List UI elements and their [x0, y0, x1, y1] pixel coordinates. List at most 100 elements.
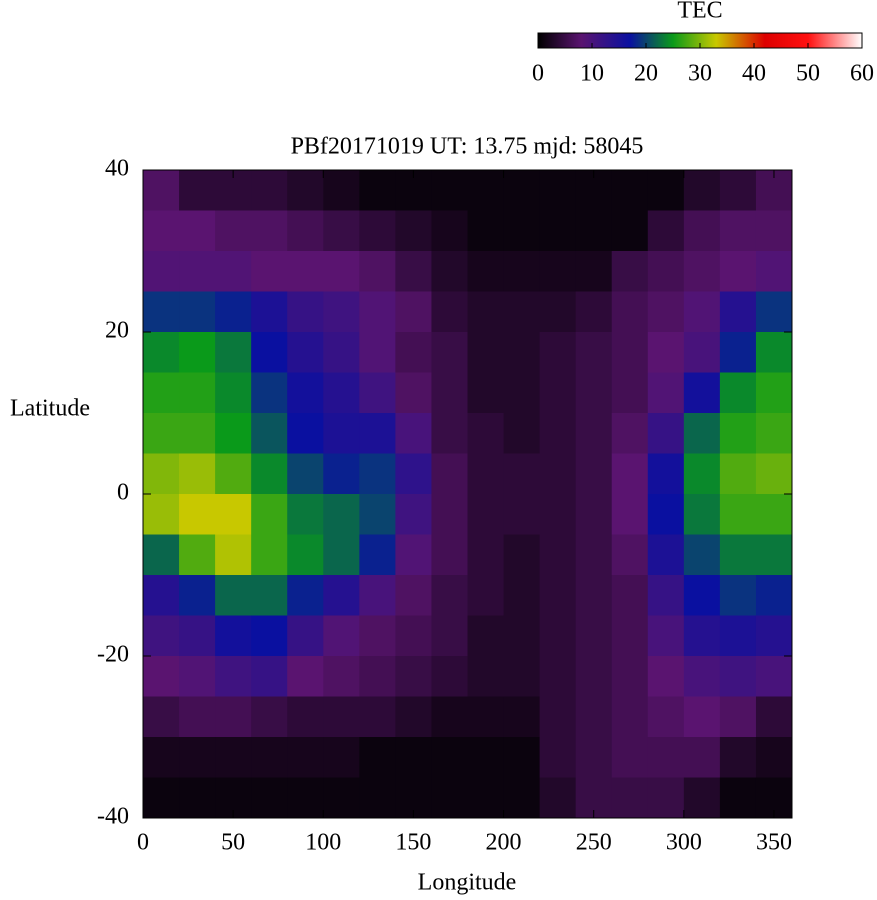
heat-cell: [143, 170, 180, 211]
heat-cell: [539, 210, 577, 252]
heat-cell: [143, 453, 180, 495]
heat-cell: [539, 413, 577, 454]
heat-cell: [287, 453, 324, 495]
x-tick-label: 250: [576, 830, 612, 856]
heat-cell: [179, 210, 216, 252]
heat-cell: [647, 534, 685, 576]
heat-cell: [611, 575, 649, 616]
heat-cell: [323, 170, 360, 211]
heat-cell: [251, 615, 288, 657]
heat-cell: [179, 696, 216, 738]
y-tick-label: -20: [97, 642, 129, 668]
y-tick-label: -40: [97, 804, 129, 830]
heat-cell: [611, 615, 649, 657]
heat-cell: [359, 372, 396, 414]
heat-cell: [179, 372, 216, 414]
heat-cell: [251, 777, 288, 819]
heat-cell: [431, 413, 468, 454]
heat-cell: [539, 372, 577, 414]
heat-cell: [719, 413, 757, 454]
heat-cell: [143, 737, 180, 778]
heat-cell: [575, 372, 613, 414]
heat-cell: [503, 534, 541, 576]
heat-cell: [467, 332, 505, 373]
heat-cell: [323, 372, 360, 414]
heat-cell: [215, 453, 252, 495]
heat-cell: [719, 777, 757, 819]
heat-cell: [647, 737, 685, 778]
heat-cell: [143, 656, 180, 697]
heat-cell: [323, 413, 360, 454]
heat-cell: [575, 210, 613, 252]
heat-cell: [323, 777, 360, 819]
heat-cell: [539, 575, 577, 616]
heat-cell: [323, 534, 360, 576]
heat-cell: [503, 737, 541, 778]
heat-cell: [755, 453, 793, 495]
heat-cell: [467, 291, 505, 333]
heat-cell: [719, 291, 757, 333]
heat-cell: [647, 615, 685, 657]
heat-cell: [251, 332, 288, 373]
heat-cell: [647, 291, 685, 333]
heat-cell: [215, 575, 252, 616]
heat-cell: [647, 575, 685, 616]
heat-cell: [215, 737, 252, 778]
heat-cell: [611, 534, 649, 576]
x-axis-label: Longitude: [418, 870, 517, 896]
heat-cell: [611, 777, 649, 819]
heat-cell: [539, 291, 577, 333]
heat-cell: [467, 251, 505, 292]
heat-cell: [755, 615, 793, 657]
heat-cell: [143, 494, 180, 535]
heat-cell: [179, 291, 216, 333]
heat-cell: [503, 453, 541, 495]
heat-cell: [323, 291, 360, 333]
heat-cell: [215, 534, 252, 576]
heat-cell: [683, 656, 721, 697]
heat-cell: [179, 251, 216, 292]
heat-cell: [251, 737, 288, 778]
heat-cell: [359, 210, 396, 252]
heat-cell: [575, 534, 613, 576]
heat-cell: [467, 737, 505, 778]
heat-cell: [143, 413, 180, 454]
heat-cell: [755, 372, 793, 414]
heat-cell: [287, 575, 324, 616]
colorbar-tick-label: 0: [532, 61, 544, 87]
heat-cell: [179, 453, 216, 495]
heat-cell: [719, 453, 757, 495]
heat-cell: [611, 210, 649, 252]
heat-cell: [287, 332, 324, 373]
x-tick-label: 0: [137, 830, 149, 856]
heat-cell: [611, 453, 649, 495]
heat-cell: [179, 494, 216, 535]
heat-cell: [431, 777, 468, 819]
heat-cell: [647, 777, 685, 819]
x-tick-label: 300: [666, 830, 702, 856]
heat-cell: [683, 777, 721, 819]
heat-cell: [287, 494, 324, 535]
heat-cell: [683, 372, 721, 414]
heat-cell: [359, 453, 396, 495]
heat-cell: [431, 696, 468, 738]
heat-cell: [611, 372, 649, 414]
heat-cell: [287, 210, 324, 252]
heat-cell: [719, 372, 757, 414]
heat-cell: [575, 251, 613, 292]
heat-cell: [647, 210, 685, 252]
heat-cell: [467, 494, 505, 535]
heat-cell: [755, 494, 793, 535]
heat-cell: [683, 291, 721, 333]
colorbar-tick-label: 10: [580, 61, 604, 87]
x-tick-label: 350: [756, 830, 792, 856]
x-tick-label: 150: [395, 830, 431, 856]
heat-cell: [395, 696, 432, 738]
heat-cell: [287, 170, 324, 211]
heat-cell: [395, 291, 432, 333]
heat-cell: [539, 615, 577, 657]
heat-cell: [611, 656, 649, 697]
heat-cell: [431, 656, 468, 697]
heat-cell: [683, 534, 721, 576]
